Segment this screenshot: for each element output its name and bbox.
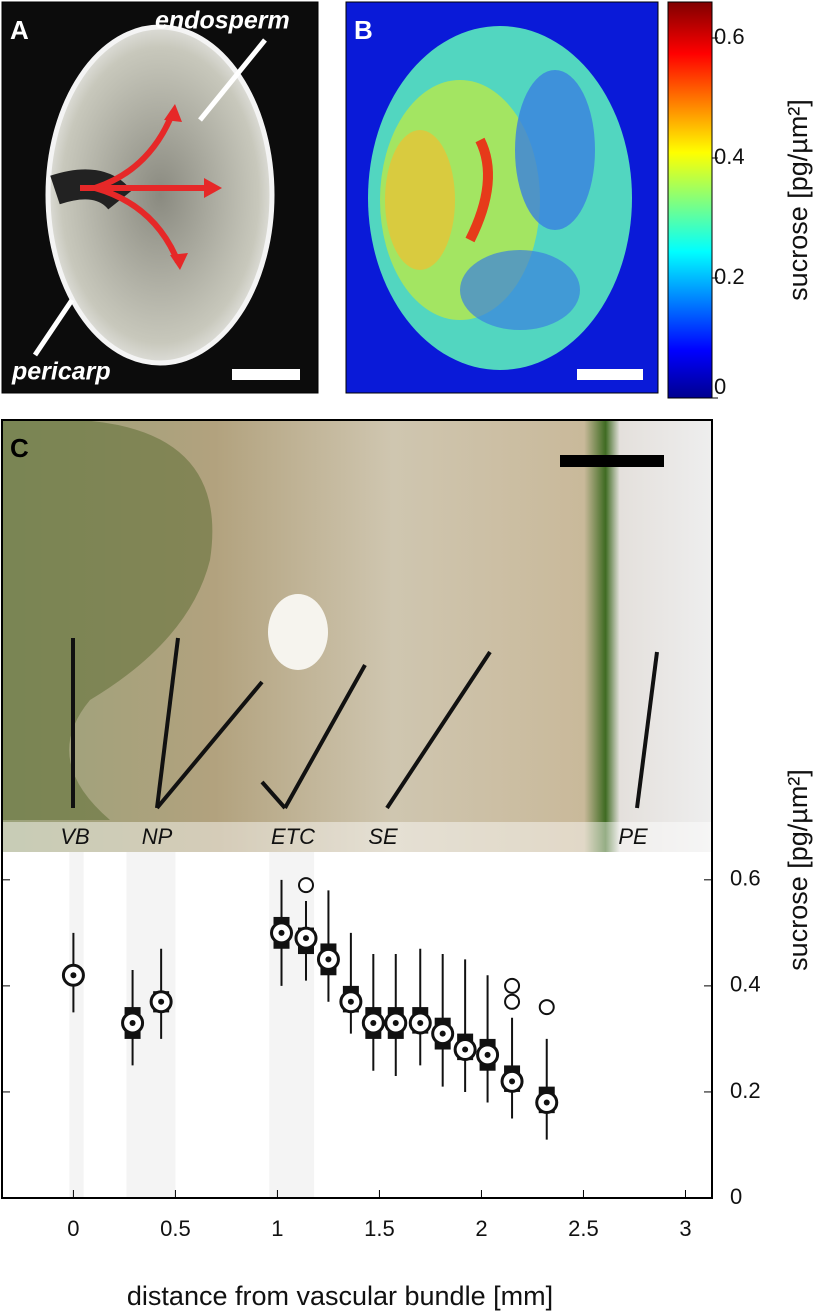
- scale-bar: [560, 455, 664, 467]
- x-tick-label: 1: [271, 1216, 283, 1241]
- colorbar-tick-label: 0: [714, 374, 726, 399]
- heatmap-region: [460, 250, 580, 330]
- median-dot: [158, 998, 165, 1005]
- panel-label: A: [10, 15, 29, 45]
- tissue-region: [268, 594, 328, 670]
- colorbar-label: sucrose [pg/µm²]: [783, 99, 813, 301]
- median-dot: [543, 1099, 550, 1106]
- x-axis-label: distance from vascular bundle [mm]: [127, 1281, 553, 1311]
- annotation: endosperm: [155, 7, 290, 35]
- tissue-label: VB: [60, 824, 89, 849]
- median-dot: [347, 998, 354, 1005]
- panel-label: C: [10, 433, 29, 463]
- tissue-label: PE: [618, 824, 648, 849]
- tissue-region: [2, 420, 213, 820]
- x-tick-label: 2.5: [568, 1216, 599, 1241]
- median-dot: [392, 1020, 399, 1026]
- heatmap-hotspot: [465, 137, 493, 243]
- y-axis-label: sucrose [pg/µm²]: [783, 769, 813, 971]
- median-dot: [129, 1020, 136, 1026]
- tissue-label: NP: [142, 824, 173, 849]
- median-dot: [278, 929, 285, 936]
- panel-label: B: [354, 15, 373, 45]
- label-strip: [2, 822, 712, 852]
- plot-frame: [1, 419, 713, 1199]
- colorbar-tick-label: 0.2: [714, 264, 745, 289]
- x-tick-label: 0: [67, 1216, 79, 1241]
- tissue-band: [269, 852, 315, 1198]
- median-dot: [484, 1051, 491, 1058]
- y-tick-label: 0.4: [730, 972, 761, 997]
- median-dot: [462, 1046, 469, 1053]
- colorbar-tick-label: 0.6: [714, 24, 745, 49]
- x-tick-label: 1.5: [364, 1216, 395, 1241]
- panel-a: A endosperm pericarp: [1, 1, 319, 394]
- panel-b: B: [345, 1, 713, 399]
- median-dot: [417, 1020, 424, 1026]
- outlier: [297, 877, 314, 894]
- median-dot: [370, 1020, 377, 1026]
- scale-bar: [232, 369, 300, 380]
- pointer: [32, 298, 75, 357]
- panel-c-image: C: [2, 420, 712, 852]
- x-tick-label: 0.5: [160, 1216, 191, 1241]
- median-dot: [325, 956, 332, 963]
- tissue-label: ETC: [271, 824, 315, 849]
- annotation: pericarp: [11, 358, 111, 386]
- heatmap-region: [515, 70, 595, 230]
- colorbar-tick-label: 0.4: [714, 144, 745, 169]
- pointer: [198, 38, 267, 122]
- y-tick-label: 0: [730, 1184, 742, 1209]
- seed-section: [45, 24, 275, 366]
- y-tick-label: 0.2: [730, 1078, 761, 1103]
- colorbar: [667, 1, 713, 399]
- median-dot: [509, 1078, 516, 1085]
- x-tick-label: 3: [679, 1216, 691, 1241]
- arrowheads: [164, 104, 222, 270]
- heatmap-region: [385, 130, 455, 270]
- tissue-pointers: [71, 637, 659, 810]
- tissue-band: [69, 852, 84, 1198]
- tissue-label: SE: [368, 824, 398, 849]
- x-tick-label: 2: [475, 1216, 487, 1241]
- outlier: [504, 977, 521, 994]
- median-dot: [302, 935, 309, 942]
- median-dot: [439, 1030, 446, 1037]
- outlier: [504, 993, 521, 1010]
- outlier: [538, 999, 555, 1016]
- flow-arrows: [80, 110, 212, 264]
- y-tick-label: 0.6: [730, 866, 761, 891]
- median-dot: [70, 972, 77, 979]
- scale-bar: [577, 369, 643, 380]
- box-chart: 0 0.2 0.4 0.6 0 0.5 1 1.5 2 2.5 3: [1, 419, 761, 1241]
